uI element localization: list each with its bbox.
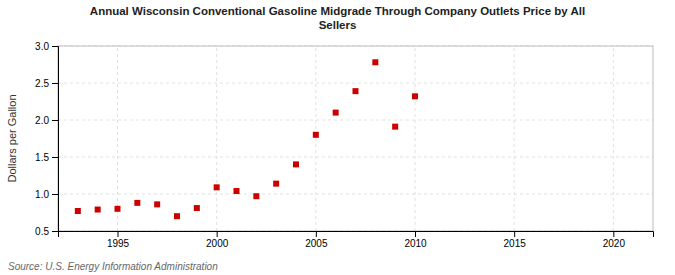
x-tick-mark — [316, 231, 317, 237]
source-note: Source: U.S. Energy Information Administ… — [8, 261, 218, 272]
x-tick-mark — [613, 231, 614, 237]
point — [412, 93, 418, 99]
x-grid-line — [216, 46, 217, 231]
y-tick: 1.5 — [35, 152, 58, 163]
point — [392, 124, 398, 130]
grid — [58, 46, 653, 231]
point — [293, 161, 299, 167]
y-tick: 3.0 — [35, 41, 58, 52]
x-grid-line — [415, 46, 416, 231]
point — [353, 88, 359, 94]
point — [115, 206, 121, 212]
x-tick-mark — [415, 231, 416, 237]
y-grid-line — [58, 120, 653, 121]
y-tick-label: 0.5 — [35, 226, 49, 237]
y-grid-line — [58, 157, 653, 158]
point — [134, 200, 140, 206]
x-tick: 2010 — [404, 231, 427, 249]
plot-frame — [58, 46, 653, 231]
y-tick: 0.5 — [35, 226, 58, 237]
x-tick: 1995 — [107, 231, 130, 249]
point — [174, 213, 180, 219]
point — [194, 205, 200, 211]
x-axis-line — [59, 232, 654, 238]
point — [253, 193, 259, 199]
y-axis-line — [52, 47, 59, 232]
y-grid-line — [58, 194, 653, 195]
x-tick-label: 2010 — [404, 238, 427, 249]
y-tick-mark — [52, 157, 58, 158]
point — [75, 208, 81, 214]
y-tick-mark — [52, 120, 58, 121]
y-tick-label: 2.0 — [35, 115, 49, 126]
x-tick: 2015 — [504, 231, 527, 249]
point — [154, 201, 160, 207]
chart-svg: 1995 2000 2005 2010 2015 2020 0.5 1.0 1.5 2.0 2.5 3… — [0, 0, 675, 275]
title-line: Sellers — [319, 19, 357, 31]
y-tick-mark — [52, 194, 58, 195]
point — [273, 181, 279, 187]
point — [214, 184, 220, 190]
y-tick: 2.5 — [35, 78, 58, 89]
point — [333, 110, 339, 116]
y-axis-title: Dollars per Gallon — [6, 94, 18, 182]
title-line: Annual Wisconsin Conventional Gasoline M… — [90, 5, 585, 17]
y-tick-mark — [52, 231, 58, 232]
y-grid-line — [58, 83, 653, 84]
x-tick: 2005 — [305, 231, 328, 249]
chart-container: 1995 2000 2005 2010 2015 2020 0.5 1.0 1.5 2.0 2.5 3… — [0, 0, 675, 275]
x-tick-mark — [514, 231, 515, 237]
x-tick: 2000 — [206, 231, 229, 249]
y-tick-label: 2.5 — [35, 78, 49, 89]
x-tick-label: 2015 — [504, 238, 527, 249]
points — [75, 59, 418, 219]
x-tick-label: 1995 — [107, 238, 130, 249]
point — [95, 207, 101, 213]
x-grid-line — [315, 46, 316, 231]
x-tick-mark — [118, 231, 119, 237]
y-tick-label: 3.0 — [35, 41, 49, 52]
point — [313, 132, 319, 138]
x-grid-line — [613, 46, 614, 231]
y-tick: 1.0 — [35, 189, 58, 200]
title: Annual Wisconsin Conventional Gasoline M… — [90, 5, 585, 31]
y-tick-mark — [52, 46, 58, 47]
x-grid-line — [514, 46, 515, 231]
point — [234, 188, 240, 194]
x-tick-label: 2005 — [305, 238, 328, 249]
x-tick-mark — [217, 231, 218, 237]
y-tick: 2.0 — [35, 115, 58, 126]
y-tick-mark — [52, 83, 58, 84]
x-tick-label: 2000 — [206, 238, 229, 249]
y-axis: 0.5 1.0 1.5 2.0 2.5 3.0 — [35, 41, 58, 237]
x-axis: 1995 2000 2005 2010 2015 2020 — [59, 231, 654, 249]
x-tick-label: 2020 — [603, 238, 626, 249]
point — [372, 59, 378, 65]
y-tick-label: 1.5 — [35, 152, 49, 163]
y-tick-label: 1.0 — [35, 189, 49, 200]
x-tick: 2020 — [603, 231, 626, 249]
x-grid-line — [117, 46, 118, 231]
